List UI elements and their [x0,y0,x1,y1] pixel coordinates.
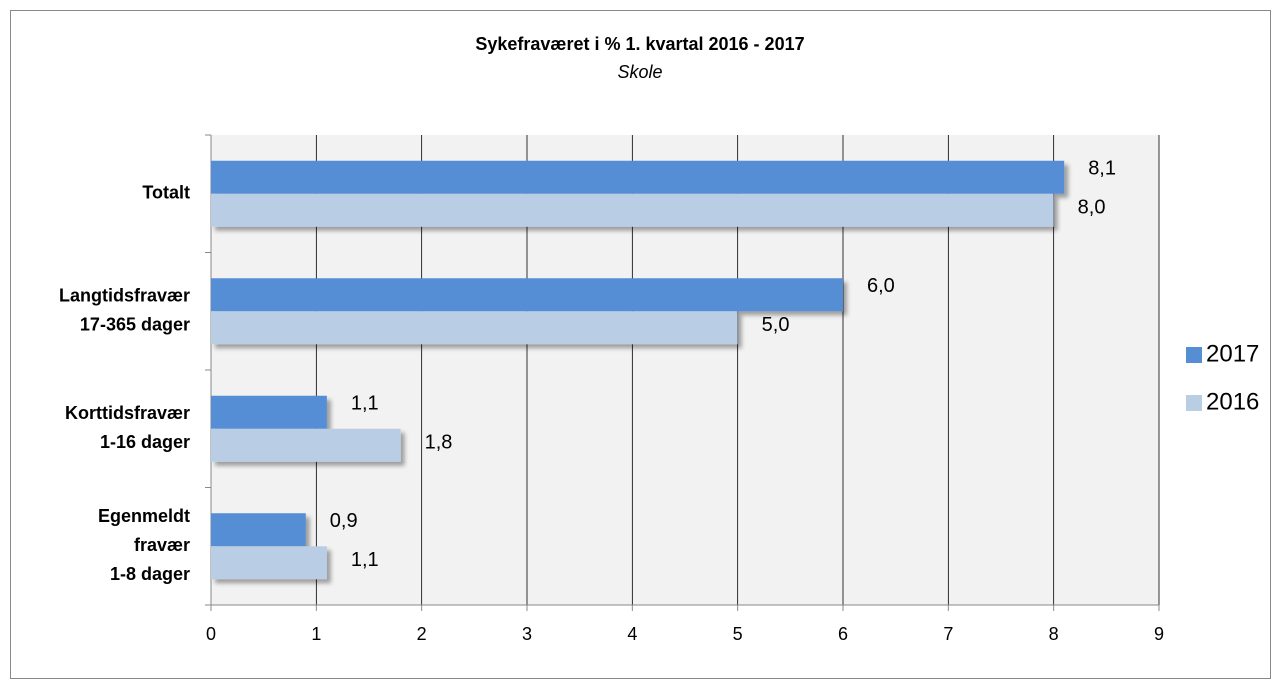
x-tick-label: 1 [311,624,321,644]
value-label: 6,0 [867,275,895,297]
bar [211,311,738,345]
y-tick-label: Totalt [142,183,190,203]
value-label: 8,0 [1078,197,1106,219]
bar [211,513,306,547]
value-label: 1,8 [425,432,453,454]
x-tick-label: 3 [522,624,532,644]
bar [211,193,1054,227]
value-label: 5,0 [762,314,790,336]
y-tick-label: Langtidsfravær [59,286,190,306]
x-tick-label: 6 [838,624,848,644]
bar [211,278,843,312]
x-tick-label: 8 [1049,624,1059,644]
value-label: 1,1 [351,549,379,571]
x-tick-label: 4 [627,624,637,644]
y-tick-label: Korttidsfravær [65,403,190,423]
chart-title: Sykefraværet i % 1. kvartal 2016 - 2017 [475,34,804,54]
legend-swatch [1186,395,1202,411]
value-label: 1,1 [351,393,379,415]
x-tick-label: 5 [733,624,743,644]
chart-subtitle: Skole [617,62,662,82]
legend-label: 2017 [1206,340,1259,367]
value-label: 8,1 [1088,158,1116,180]
legend-label: 2016 [1206,388,1259,415]
bar [211,160,1065,194]
legend-swatch [1186,347,1202,363]
y-tick-label: 17-365 dager [80,315,190,335]
y-tick-label: 1-16 dager [100,432,190,452]
bar [211,546,327,580]
x-tick-label: 7 [943,624,953,644]
x-tick-label: 0 [206,624,216,644]
value-label: 0,9 [330,510,358,532]
bar [211,395,327,429]
bar [211,428,401,462]
x-tick-label: 9 [1154,624,1164,644]
x-tick-label: 2 [417,624,427,644]
y-tick-label: fravær [134,535,190,555]
y-tick-label: Egenmeldt [98,506,190,526]
y-tick-label: 1-8 dager [110,564,190,584]
